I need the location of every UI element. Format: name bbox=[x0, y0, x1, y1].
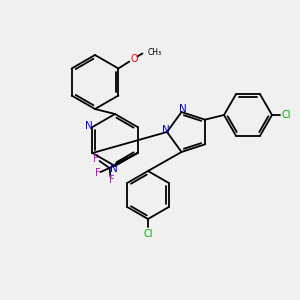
Text: Cl: Cl bbox=[281, 110, 291, 120]
Text: F: F bbox=[95, 168, 100, 178]
Text: O: O bbox=[130, 53, 138, 64]
Text: F: F bbox=[109, 175, 114, 185]
Text: N: N bbox=[110, 164, 118, 174]
Text: F: F bbox=[93, 154, 98, 164]
Text: CH₃: CH₃ bbox=[147, 48, 161, 57]
Text: N: N bbox=[162, 125, 170, 135]
Text: N: N bbox=[85, 121, 92, 131]
Text: Cl: Cl bbox=[143, 229, 153, 239]
Text: N: N bbox=[178, 104, 186, 114]
